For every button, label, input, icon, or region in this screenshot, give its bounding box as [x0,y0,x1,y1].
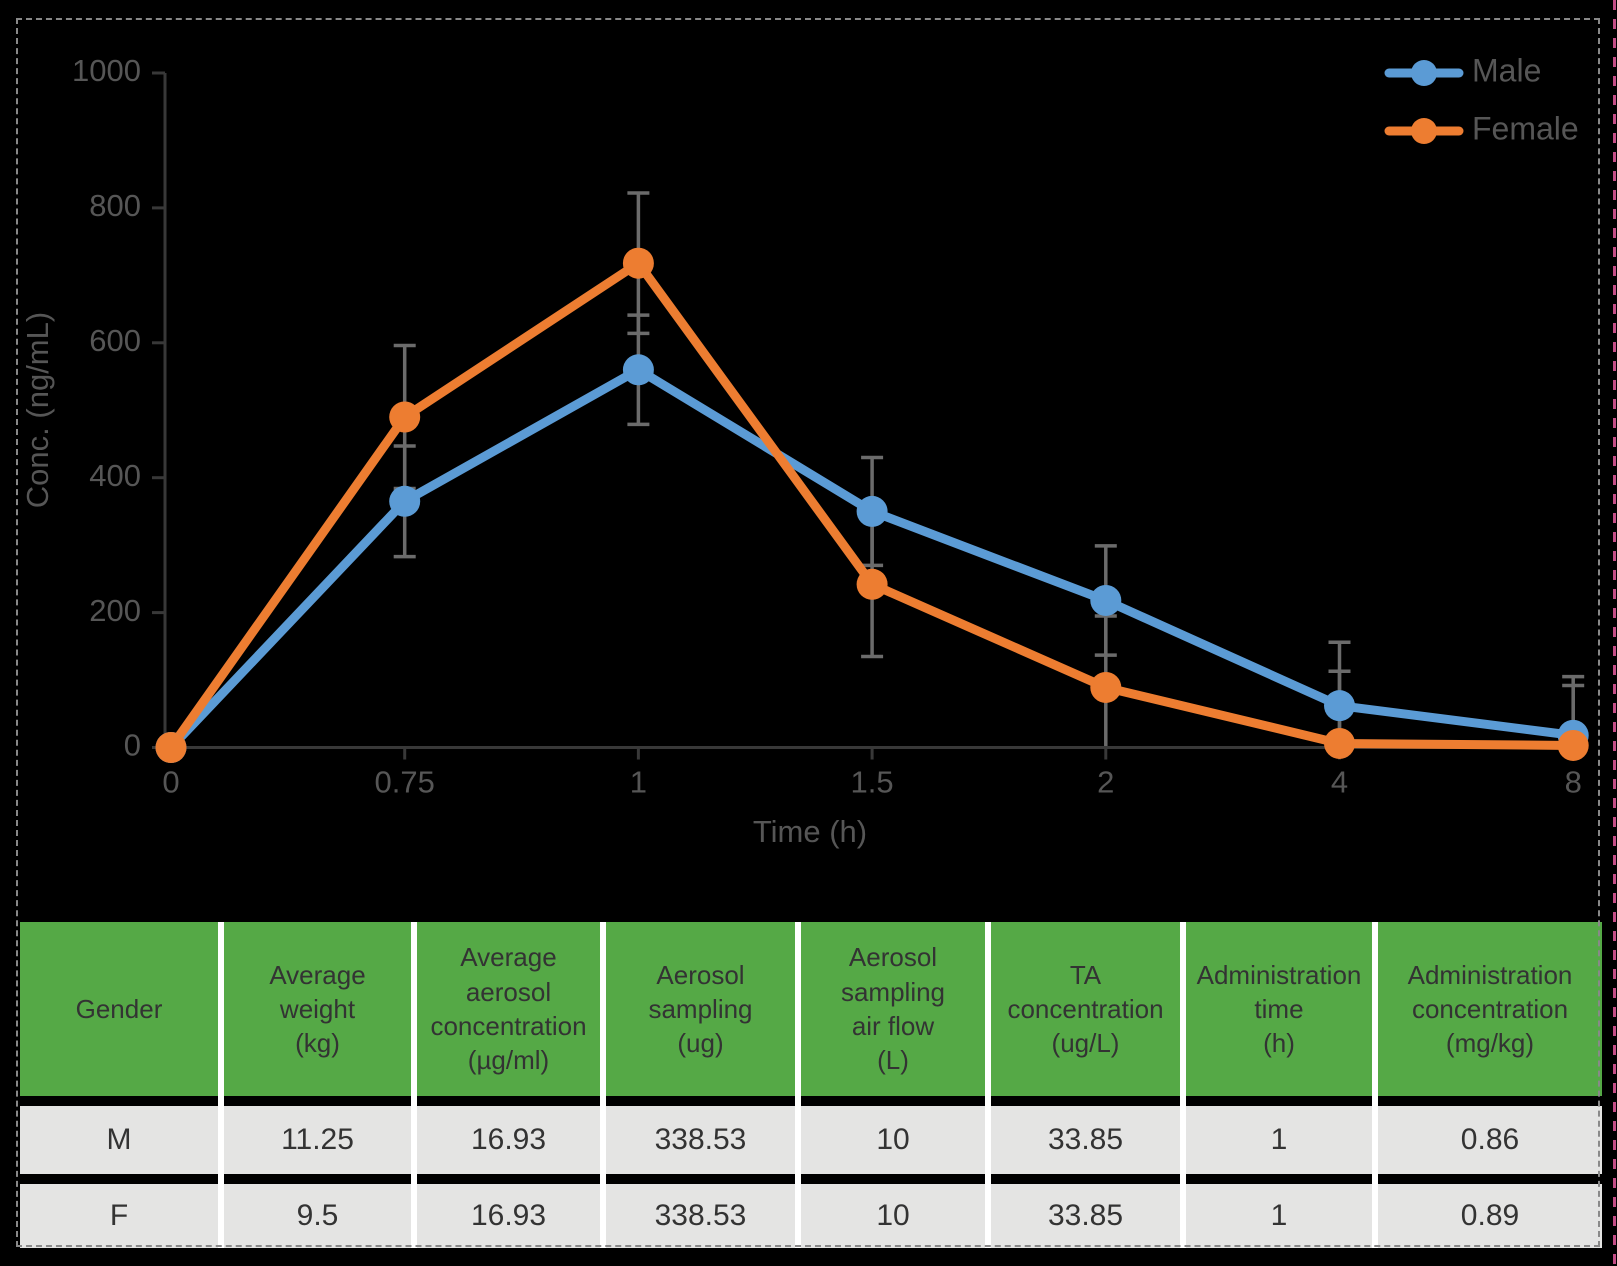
table-header-cell: Administration time (h) [1186,922,1372,1096]
x-tick-label: 2 [1097,765,1114,800]
row-gap [606,1096,795,1106]
table-cell: 10 [801,1106,985,1174]
legend-female-label: Female [1472,110,1579,146]
row-gap [991,1174,1180,1184]
female-marker [622,247,654,279]
row-gap [606,1174,795,1184]
legend-male-label: Male [1472,52,1541,88]
y-axis-title: Conc. (ng/mL) [20,312,55,508]
row-gap [20,1174,218,1184]
x-tick-label: 4 [1331,765,1348,800]
y-tick-label: 1000 [72,53,141,88]
row-gap [417,1096,600,1106]
male-marker [622,354,654,386]
table-cell: 11.25 [224,1106,411,1174]
row-gap [417,1174,600,1184]
x-tick-label: 8 [1565,765,1582,800]
male-marker [1324,690,1355,722]
female-marker [856,568,888,600]
y-tick-label: 600 [89,323,141,358]
legend-female-marker [1411,118,1437,144]
x-tick-label: 1 [630,765,647,800]
row-gap [801,1174,985,1184]
table-header-cell: Gender [20,922,218,1096]
table-cell: M [20,1106,218,1174]
table-cell: 338.53 [606,1184,795,1248]
row-gap [224,1174,411,1184]
table-cell: 33.85 [991,1106,1180,1174]
male-marker [389,485,421,517]
table-header-cell: Average weight (kg) [224,922,411,1096]
table-header-cell: TA concentration (ug/L) [991,922,1180,1096]
row-gap [1378,1096,1602,1106]
table-cell: 9.5 [224,1184,411,1248]
male-marker [1090,584,1122,616]
legend-male-marker [1411,60,1437,86]
table-cell: 33.85 [991,1184,1180,1248]
table-header-cell: Average aerosol concentration (µg/ml) [417,922,600,1096]
dosing-parameters-table: Gender Average weight (kg) Average aerosol… [20,922,1602,1248]
row-gap [20,1096,218,1106]
row-gap [801,1096,985,1106]
male-marker [856,495,888,527]
y-tick-label: 200 [89,593,141,628]
pk-concentration-line-chart: 0 200 400 600 800 1000 0 0.75 1 1.5 2 4 8 Time (h) Con… [20,52,1589,849]
table-cell: 16.93 [417,1106,600,1174]
x-tick-label: 1.5 [851,765,894,800]
table-cell: 1 [1186,1106,1372,1174]
y-tick-label: 800 [89,188,141,223]
female-marker [1557,729,1589,761]
table-header-cell: Administration concentration (mg/kg) [1378,922,1602,1096]
table-header-cell: Aerosol sampling (ug) [606,922,795,1096]
row-gap [1186,1096,1372,1106]
table-cell: 338.53 [606,1106,795,1174]
y-tick-label: 400 [89,458,141,493]
x-tick-label: 0.75 [375,765,435,800]
female-marker [389,401,421,433]
y-tick-label: 0 [124,728,141,763]
chart-canvas: 0 200 400 600 800 1000 0 0.75 1 1.5 2 4 8 Time (h) Con… [20,52,1589,849]
table-cell: 0.86 [1378,1106,1602,1174]
table-header-cell: Aerosol sampling air flow (L) [801,922,985,1096]
table-cell: 0.89 [1378,1184,1602,1248]
table-cell: 16.93 [417,1184,600,1248]
table-cell: 1 [1186,1184,1372,1248]
row-gap [1378,1174,1602,1184]
row-gap [1186,1174,1372,1184]
female-marker [1324,727,1355,759]
table-cell: 10 [801,1184,985,1248]
female-marker [1090,671,1122,703]
row-gap [224,1096,411,1106]
table-cell: F [20,1184,218,1248]
row-gap [991,1096,1180,1106]
x-axis-title: Time (h) [753,814,867,849]
female-marker [155,732,187,763]
x-tick-label: 0 [162,765,179,800]
